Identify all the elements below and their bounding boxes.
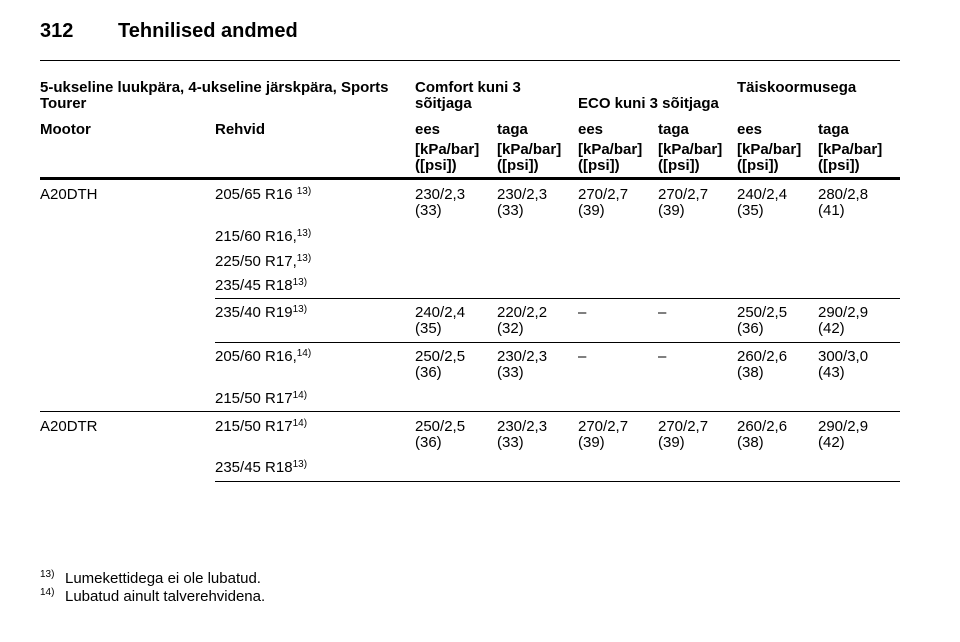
tire-text: 205/60 R16, (215, 348, 297, 365)
pressure: – (658, 304, 667, 321)
footnote-ref: 13) (292, 304, 308, 315)
pressure: 270/2,7 (39) (658, 418, 709, 451)
column-header: Rehvid (215, 121, 266, 138)
unit-header: [kPa/bar] ([psi]) (658, 141, 723, 174)
header-rule (40, 60, 900, 61)
pressure: 220/2,2 (32) (497, 304, 548, 337)
row-rule (215, 481, 900, 482)
unit-header: [kPa/bar] ([psi]) (818, 141, 883, 174)
tire-text: 235/45 R18 (215, 459, 293, 476)
page-number: 312 (40, 20, 74, 42)
footnote-ref: 13) (292, 459, 308, 470)
row-rule (215, 298, 900, 299)
unit-header: [kPa/bar] ([psi]) (415, 141, 480, 174)
tire-size: 215/50 R1714) (215, 419, 307, 435)
footnote-ref: 13) (296, 186, 312, 197)
pressure: 250/2,5 (36) (415, 418, 466, 451)
pressure: 270/2,7 (39) (578, 418, 629, 451)
tire-text: 235/40 R19 (215, 304, 293, 321)
footnote-text: Lumekettidega ei ole lubatud. (65, 570, 261, 587)
unit-header: [kPa/bar] ([psi]) (737, 141, 802, 174)
row-rule (40, 411, 900, 412)
tire-text: 215/50 R17 (215, 418, 293, 435)
pressure: 300/3,0 (43) (818, 348, 869, 381)
tire-size: 215/50 R1714) (215, 391, 307, 407)
body-header: 5-ukseline luukpära, 4-ukseline järskpär… (40, 79, 389, 112)
footnote-mark: 14) (40, 587, 55, 598)
tire-size: 205/65 R16 13) (215, 187, 311, 203)
tire-size: 205/60 R16,14) (215, 349, 311, 365)
footnote-mark: 13) (40, 569, 55, 580)
tire-size: 235/45 R1813) (215, 278, 307, 294)
pressure: – (578, 304, 587, 321)
tire-text: 205/65 R16 (215, 186, 297, 203)
footnote-ref: 13) (296, 253, 312, 264)
row-rule (215, 342, 900, 343)
column-header: taga (818, 121, 849, 138)
pressure: – (658, 348, 667, 365)
pressure: 260/2,6 (38) (737, 418, 788, 451)
footnote-ref: 14) (292, 418, 308, 429)
tire-size: 235/40 R1913) (215, 305, 307, 321)
engine: A20DTR (40, 418, 98, 435)
pressure: 290/2,9 (42) (818, 418, 869, 451)
pressure: 240/2,4 (35) (737, 186, 788, 219)
pressure: 270/2,7 (39) (658, 186, 709, 219)
footnote-ref: 13) (292, 277, 308, 288)
pressure: 280/2,8 (41) (818, 186, 869, 219)
pressure: 240/2,4 (35) (415, 304, 466, 337)
unit-header: [kPa/bar] ([psi]) (497, 141, 562, 174)
pressure: 290/2,9 (42) (818, 304, 869, 337)
pressure: – (578, 348, 587, 365)
pressure: 230/2,3 (33) (415, 186, 466, 219)
column-header: Mootor (40, 121, 91, 138)
footnote-text: Lubatud ainult talverehvidena. (65, 588, 266, 605)
page-title: Tehnilised andmed (118, 20, 298, 42)
tire-text: 235/45 R18 (215, 277, 293, 294)
pressure: 250/2,5 (36) (415, 348, 466, 381)
full-load-header: Täiskoormusega (737, 79, 857, 96)
footnote-ref: 14) (296, 348, 312, 359)
column-header: ees (415, 121, 441, 138)
tire-size: 215/60 R16,13) (215, 229, 311, 245)
column-header: ees (578, 121, 604, 138)
comfort-header: Comfort kuni 3 sõitjaga (415, 79, 521, 112)
column-header: taga (658, 121, 689, 138)
unit-header: [kPa/bar] ([psi]) (578, 141, 643, 174)
table-header-rule (40, 177, 900, 180)
tire-text: 225/50 R17, (215, 253, 297, 270)
pressure: 270/2,7 (39) (578, 186, 629, 219)
column-header: ees (737, 121, 763, 138)
pressure: 230/2,3 (33) (497, 348, 548, 381)
eco-header: ECO kuni 3 sõitjaga (578, 95, 719, 112)
pressure: 250/2,5 (36) (737, 304, 788, 337)
tire-size: 225/50 R17,13) (215, 254, 311, 270)
pressure: 260/2,6 (38) (737, 348, 788, 381)
column-header: taga (497, 121, 528, 138)
footnote-ref: 14) (292, 390, 308, 401)
footnote-ref: 13) (296, 228, 312, 239)
pressure: 230/2,3 (33) (497, 418, 548, 451)
tire-text: 215/60 R16, (215, 228, 297, 245)
pressure: 230/2,3 (33) (497, 186, 548, 219)
engine: A20DTH (40, 186, 98, 203)
tire-size: 235/45 R1813) (215, 460, 307, 476)
tire-text: 215/50 R17 (215, 390, 293, 407)
